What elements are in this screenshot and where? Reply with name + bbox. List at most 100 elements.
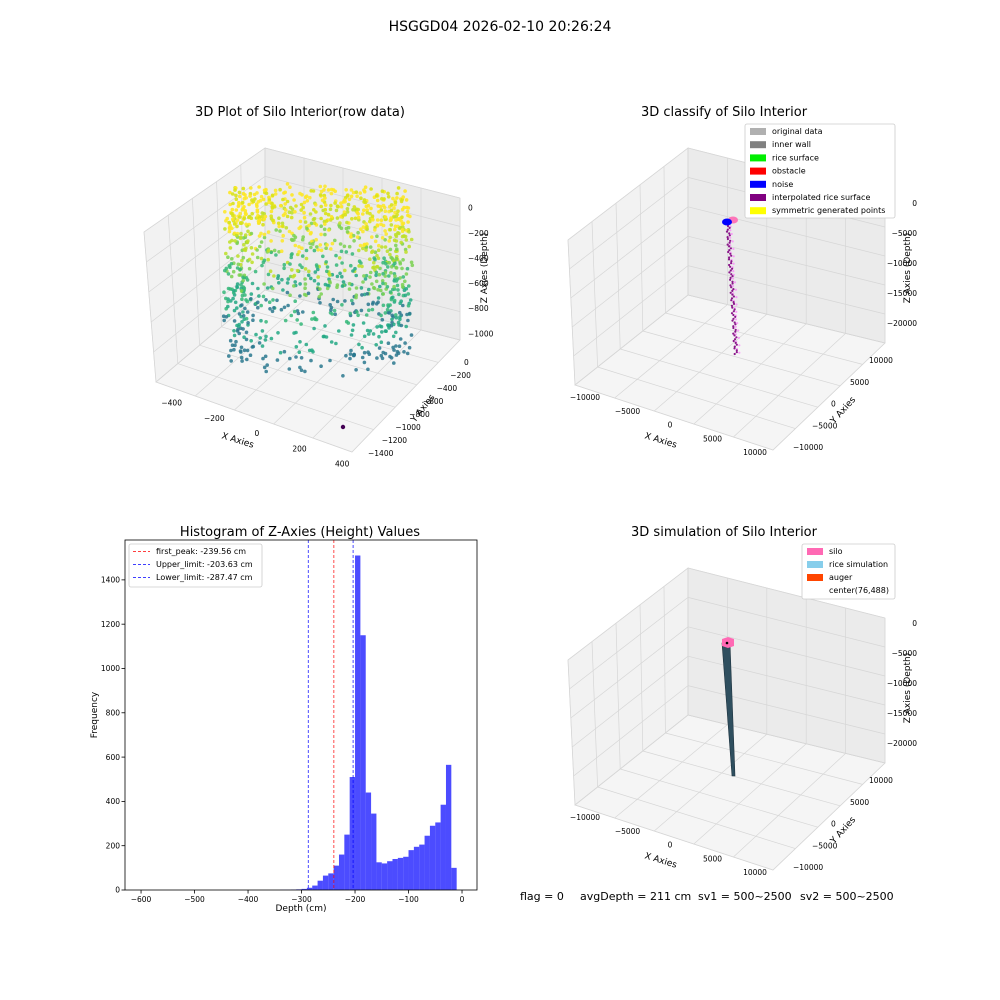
panel4-legend-swatch-1	[807, 561, 823, 568]
histogram-bar-36	[360, 635, 366, 890]
histogram-bar-44	[403, 856, 409, 890]
p2-y-tick-2: 0	[831, 400, 836, 409]
p4-x-tick-2: 0	[668, 841, 673, 850]
histogram-x-tick-4: −200	[345, 895, 366, 904]
panel2-legend-swatch-0	[750, 128, 766, 135]
panel4-x-label: X Axies	[643, 851, 678, 870]
panel2-legend-label-0: original data	[772, 127, 823, 136]
panel4-legend-label-0: silo	[829, 547, 843, 556]
panel4-z-ticks: 0 −5000 −10000 −15000 −20000	[887, 619, 917, 748]
histogram-bar-48	[424, 835, 430, 890]
histogram-bars	[280, 555, 457, 890]
histogram-bar-39	[376, 862, 382, 890]
panel4-gridlines	[567, 567, 886, 871]
panel1-z-tick-2: −400	[468, 254, 489, 263]
histogram-y-tick-1: 200	[106, 841, 121, 850]
panel4-z-label: Z Axies (Depth)	[903, 653, 913, 724]
panel-classify: 3D classify of Silo Interior −10000 −5000…	[567, 105, 917, 457]
histogram-bar-27	[312, 885, 318, 890]
histogram-bar-37	[365, 792, 372, 890]
footer-avg-depth: avgDepth = 211 cm	[580, 890, 691, 903]
p4-y-tick-1: 5000	[850, 798, 869, 807]
p2-y-tick-0: 10000	[869, 356, 893, 365]
panel1-x-tick-1: −200	[204, 414, 225, 423]
panel1-x-tick-0: −400	[161, 399, 182, 408]
histogram-bar-31	[333, 865, 339, 890]
panel1-z-tick-0: 0	[468, 204, 473, 213]
histogram-y-tick-6: 1200	[101, 620, 120, 629]
panel2-legend-label-3: obstacle	[772, 167, 806, 176]
p4-y-tick-0: 10000	[869, 776, 893, 785]
panel2-legend-label-5: interpolated rice surface	[772, 193, 870, 202]
panel2-z-label: Z Axies (Depth)	[903, 233, 913, 304]
p2-y-tick-4: −10000	[793, 443, 823, 452]
histogram-bar-46	[413, 846, 420, 890]
histogram-y-label: Frequency	[90, 691, 100, 738]
panel4-x-ticks: −10000 −5000 0 5000 10000	[570, 813, 767, 877]
panel2-legend-swatch-2	[750, 154, 766, 162]
histogram-y-tick-3: 600	[106, 753, 121, 762]
histogram-bar-51	[440, 804, 446, 890]
panel4-legend-label-3: center(76,488)	[829, 586, 889, 595]
panel2-legend-swatch-5	[750, 194, 766, 201]
histogram-x-ticks: −600 −500 −400 −300 −200 −100 0	[131, 890, 465, 904]
panel2-legend-swatch-6	[750, 207, 766, 215]
panel1-x-label: X Axies	[220, 431, 255, 450]
histogram-x-tick-2: −400	[238, 895, 259, 904]
histogram-bar-47	[419, 844, 425, 890]
histogram-y-tick-4: 800	[106, 708, 121, 717]
panel1-z-tick-4: −800	[468, 304, 489, 313]
histogram-x-label: Depth (cm)	[275, 904, 326, 914]
p2-y-tick-3: −5000	[812, 421, 838, 430]
histogram-bar-53	[451, 867, 457, 890]
p2-z-tick-0: 0	[912, 199, 917, 208]
panel4-legend: silo rice simulation auger center(76,488)	[801, 543, 896, 600]
histogram-y-tick-0: 0	[115, 886, 120, 895]
footer-sv2: sv2 = 500~2500	[800, 890, 894, 903]
panel1-points	[221, 182, 415, 378]
histogram-bar-45	[408, 850, 414, 890]
histogram-bar-50	[435, 822, 441, 890]
p2-x-tick-1: −5000	[615, 407, 641, 416]
histogram-bar-52	[445, 764, 452, 890]
panel2-legend-swatch-3	[750, 167, 766, 175]
histogram-bar-35	[355, 555, 361, 890]
histogram-axes-frame	[124, 539, 478, 891]
panel1-y-tick-0: 0	[464, 358, 469, 367]
p4-x-tick-0: −10000	[570, 813, 600, 822]
panel3-title: Histogram of Z-Axies (Height) Values	[180, 525, 420, 540]
histogram-legend-label-1: Upper_limit: -203.63 cm	[156, 560, 253, 569]
histogram-legend: first_peak: -239.56 cm Upper_limit: -203.…	[128, 543, 263, 588]
histogram-bar-25	[301, 888, 307, 890]
p4-y-tick-4: −10000	[793, 863, 823, 872]
panel2-legend: original data inner wall rice surface obsta…	[744, 123, 896, 219]
panel1-x-tick-4: 400	[335, 460, 350, 469]
p2-z-tick-3: −15000	[887, 289, 917, 298]
panel1-x-tick-2: 0	[255, 429, 260, 438]
histogram-x-tick-3: −300	[291, 895, 312, 904]
histogram-bar-43	[397, 857, 404, 890]
p2-y-tick-1: 5000	[850, 378, 869, 387]
panel4-title: 3D simulation of Silo Interior	[631, 525, 818, 540]
panel1-y-tick-1: −200	[450, 371, 471, 380]
panel4-y-ticks: 10000 5000 0 −5000 −10000	[793, 776, 893, 872]
panel2-legend-swatch-4	[750, 180, 766, 188]
panel1-z-tick-3: −600	[468, 279, 489, 288]
histogram-x-tick-6: 0	[460, 895, 465, 904]
p2-z-tick-4: −20000	[887, 319, 917, 328]
p4-y-tick-3: −5000	[812, 841, 838, 850]
p2-z-tick-2: −10000	[887, 259, 917, 268]
p2-x-tick-2: 0	[668, 421, 673, 430]
panel2-points	[722, 216, 741, 356]
p4-x-tick-4: 10000	[743, 868, 767, 877]
p2-x-tick-3: 5000	[703, 434, 722, 443]
histogram-x-tick-5: −100	[398, 895, 419, 904]
p4-z-tick-4: −20000	[887, 739, 917, 748]
panel4-legend-swatch-0	[807, 548, 823, 555]
panel1-z-tick-5: −1000	[468, 329, 494, 338]
histogram-bar-29	[322, 875, 329, 890]
panel1-y-ticks: 0 −200 −400 −600 −800 −1000 −1200 −1400	[368, 358, 471, 458]
panel1-y-tick-3: −600	[423, 397, 444, 406]
p4-z-tick-2: −10000	[887, 679, 917, 688]
histogram-bar-38	[371, 813, 377, 890]
